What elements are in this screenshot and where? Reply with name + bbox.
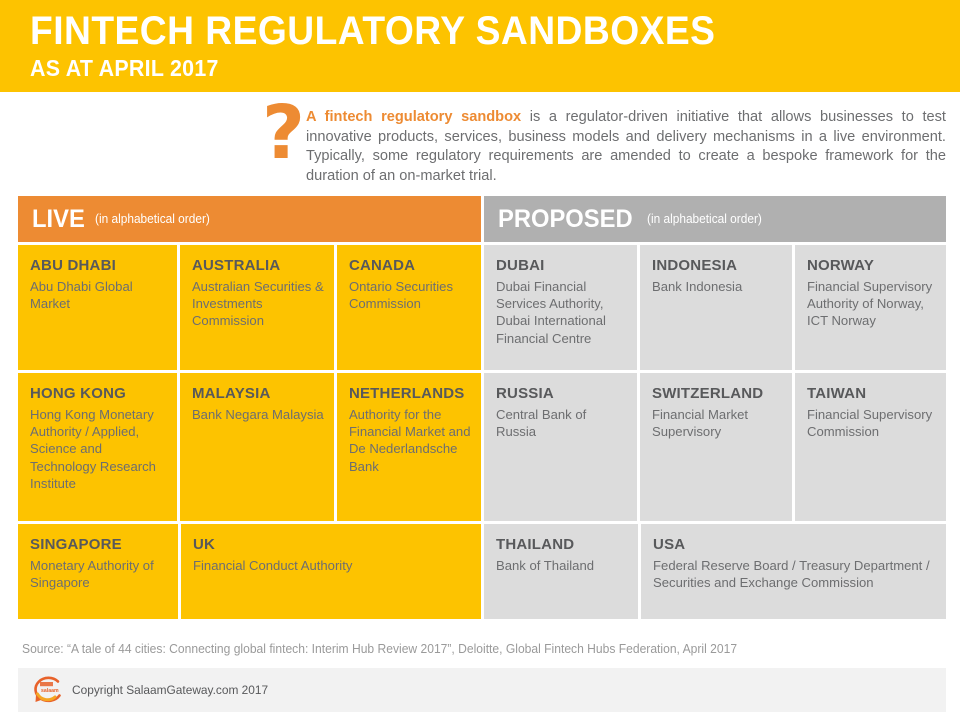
country-name: NETHERLANDS: [348, 385, 465, 402]
regulator-name: Central Bank of Russia: [496, 407, 587, 440]
regulator-name: Federal Reserve Board / Treasury Departm…: [653, 558, 930, 591]
copyright-text: Copyright SalaamGateway.com 2017: [72, 683, 269, 697]
cell-singapore: SINGAPORE Monetary Authority of Singapor…: [18, 524, 178, 619]
regulator-name: Bank Indonesia: [651, 279, 743, 294]
regulator-name: Monetary Authority of Singapore: [30, 558, 154, 591]
regulator-name: Bank of Thailand: [496, 558, 595, 573]
table-row: HONG KONG Hong Kong Monetary Authority /…: [18, 373, 946, 521]
regulator-name: Ontario Securities Commission: [348, 279, 454, 312]
cell-usa: USA Federal Reserve Board / Treasury Dep…: [641, 524, 946, 619]
regulator-name: Hong Kong Monetary Authority / Applied, …: [30, 407, 156, 491]
country-name: RUSSIA: [496, 385, 554, 402]
country-name: SINGAPORE: [30, 536, 122, 553]
cell-uk: UK Financial Conduct Authority: [181, 524, 481, 619]
section-header-live-label: LIVE: [32, 204, 85, 233]
regulator-name: Authority for the Financial Market and D…: [348, 407, 471, 474]
cell-abu-dhabi: ABU DHABI Abu Dhabi Global Market: [18, 245, 177, 370]
cell-switzerland: SWITZERLAND Financial Market Supervisory: [639, 373, 792, 521]
country-name: CANADA: [348, 257, 416, 274]
definition-text: A fintech regulatory sandbox is a regula…: [306, 104, 946, 186]
question-mark-icon: ?: [262, 90, 305, 176]
country-name: THAILAND: [496, 536, 575, 553]
country-name: HONG KONG: [30, 385, 126, 402]
footer-bar: salaam Copyright SalaamGateway.com 2017: [18, 668, 946, 712]
definition-body: is a regulator-driven initiative that al…: [306, 109, 946, 184]
cell-norway: NORWAY Financial Supervisory Authority o…: [794, 245, 946, 370]
page-title: FINTECH REGULATORY SANDBOXES: [30, 9, 716, 53]
sandbox-table: LIVE (in alphabetical order) PROPOSED (i…: [18, 196, 946, 619]
page-subtitle: AS AT APRIL 2017: [30, 55, 219, 81]
cell-hong-kong: HONG KONG Hong Kong Monetary Authority /…: [18, 373, 177, 521]
cell-taiwan: TAIWAN Financial Supervisory Commission: [794, 373, 946, 521]
regulator-name: Financial Market Supervisory: [651, 407, 749, 440]
country-name: USA: [653, 536, 686, 553]
header-banner: FINTECH REGULATORY SANDBOXES AS AT APRIL…: [0, 0, 960, 92]
section-header-live-note: (in alphabetical order): [94, 212, 210, 226]
country-name: UK: [193, 536, 216, 553]
row2-live-side: HONG KONG Hong Kong Monetary Authority /…: [18, 373, 481, 521]
regulator-name: Financial Supervisory Commission: [806, 407, 933, 440]
country-name: NORWAY: [806, 257, 875, 274]
table-row: ABU DHABI Abu Dhabi Global Market AUSTRA…: [18, 245, 946, 370]
row1-proposed-side: DUBAI Dubai Financial Services Authority…: [484, 245, 946, 370]
cell-canada: CANADA Ontario Securities Commission: [336, 245, 481, 370]
regulator-name: Abu Dhabi Global Market: [30, 279, 133, 312]
row3-live-side: SINGAPORE Monetary Authority of Singapor…: [18, 524, 481, 619]
country-name: ABU DHABI: [30, 257, 116, 274]
cell-russia: RUSSIA Central Bank of Russia: [484, 373, 637, 521]
source-note: Source: “A tale of 44 cities: Connecting…: [22, 642, 738, 656]
country-name: AUSTRALIA: [191, 257, 281, 274]
cell-indonesia: INDONESIA Bank Indonesia: [639, 245, 792, 370]
section-header-proposed-note: (in alphabetical order): [646, 212, 762, 226]
svg-text:salaam: salaam: [41, 688, 59, 694]
row2-proposed-side: RUSSIA Central Bank of Russia SWITZERLAN…: [484, 373, 946, 521]
cell-australia: AUSTRALIA Australian Securities & Invest…: [179, 245, 334, 370]
regulator-name: Dubai Financial Services Authority, Duba…: [496, 279, 606, 346]
section-header-proposed-label: PROPOSED: [498, 204, 633, 233]
country-name: DUBAI: [496, 257, 545, 274]
regulator-name: Bank Negara Malaysia: [191, 407, 324, 422]
section-header-live: LIVE (in alphabetical order): [18, 196, 481, 242]
cell-netherlands: NETHERLANDS Authority for the Financial …: [336, 373, 481, 521]
cell-malaysia: MALAYSIA Bank Negara Malaysia: [179, 373, 334, 521]
cell-thailand: THAILAND Bank of Thailand: [484, 524, 639, 619]
definition-block: ? A fintech regulatory sandbox is a regu…: [262, 96, 946, 186]
cell-dubai: DUBAI Dubai Financial Services Authority…: [484, 245, 637, 370]
country-name: MALAYSIA: [191, 385, 271, 402]
table-section-headers: LIVE (in alphabetical order) PROPOSED (i…: [18, 196, 946, 242]
regulator-name: Financial Supervisory Authority of Norwa…: [806, 279, 933, 329]
section-header-proposed: PROPOSED (in alphabetical order): [484, 196, 946, 242]
table-row: SINGAPORE Monetary Authority of Singapor…: [18, 524, 946, 619]
row3-proposed-side: THAILAND Bank of Thailand USA Federal Re…: [484, 524, 946, 619]
country-name: SWITZERLAND: [651, 385, 764, 402]
regulator-name: Australian Securities & Investments Comm…: [191, 279, 324, 329]
definition-highlight: A fintech regulatory sandbox: [306, 109, 522, 125]
country-name: INDONESIA: [651, 257, 738, 274]
country-name: TAIWAN: [806, 385, 867, 402]
regulator-name: Financial Conduct Authority: [193, 558, 353, 573]
row1-live-side: ABU DHABI Abu Dhabi Global Market AUSTRA…: [18, 245, 481, 370]
salaam-gateway-logo-icon: salaam: [28, 673, 66, 707]
